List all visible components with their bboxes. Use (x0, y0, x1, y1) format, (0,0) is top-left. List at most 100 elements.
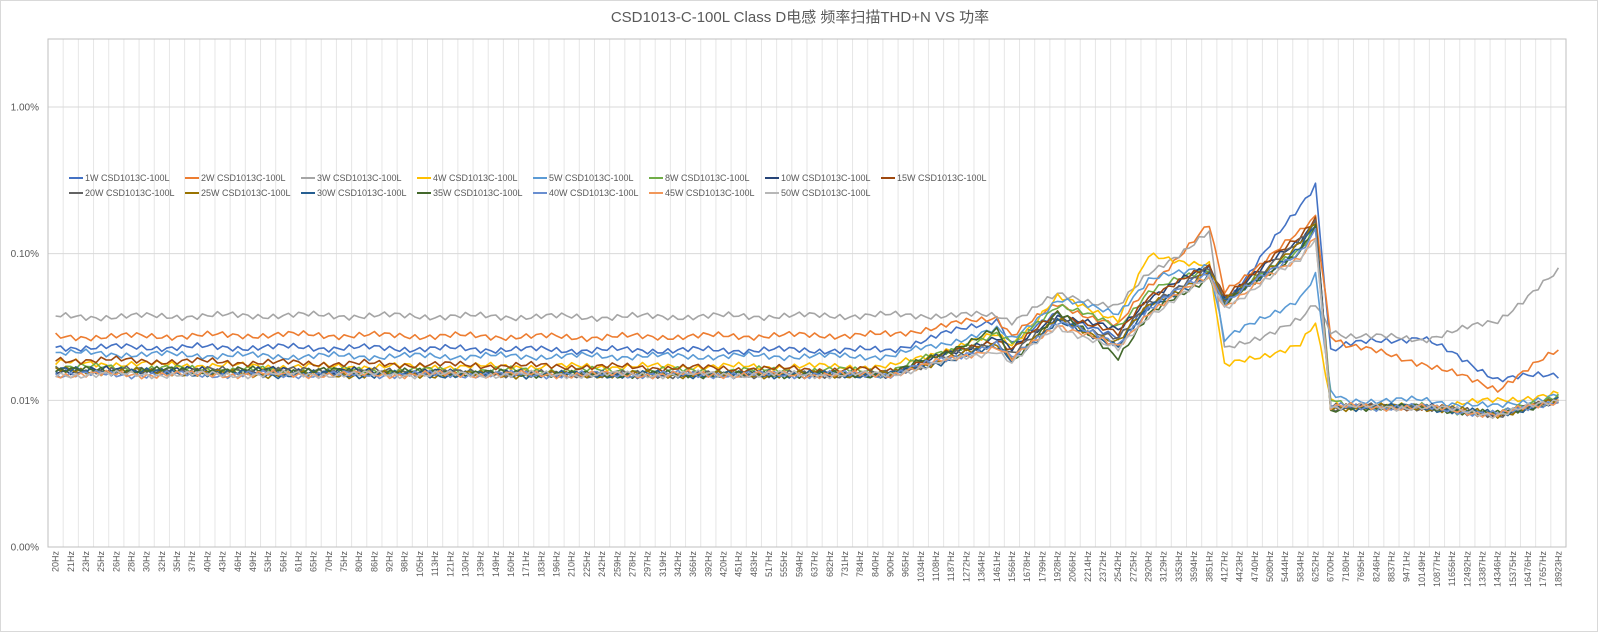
x-tick-label: 9471Hz (1402, 551, 1412, 583)
x-tick-label: 297Hz (643, 551, 653, 578)
x-tick-label: 11656Hz (1447, 551, 1457, 587)
x-tick-label: 6252Hz (1311, 551, 1321, 583)
x-tick-label: 12492Hz (1462, 551, 1472, 588)
legend-label: 40W CSD1013C-100L (549, 188, 639, 198)
series-line (55, 252, 1559, 412)
chart-title: CSD1013-C-100L Class D电感 频率扫描THD+N VS 功率 (611, 9, 989, 26)
y-tick-label: 0.00% (11, 543, 39, 554)
legend-item: 50W CSD1013C-100L (765, 188, 871, 198)
x-tick-label: 4740Hz (1250, 551, 1260, 583)
x-tick-label: 451Hz (734, 551, 744, 578)
x-tick-label: 1928Hz (1052, 551, 1062, 583)
x-tick-label: 5834Hz (1295, 551, 1305, 583)
x-tick-label: 80Hz (354, 551, 364, 573)
legend-label: 3W CSD1013C-100L (317, 173, 402, 183)
x-tick-label: 278Hz (627, 551, 637, 578)
legend-label: 50W CSD1013C-100L (781, 188, 871, 198)
x-tick-label: 32Hz (157, 551, 167, 573)
series-line (55, 238, 1559, 420)
series-line (55, 264, 1559, 409)
legend: 1W CSD1013C-100L 2W CSD1013C-100L 3W CSD10… (69, 173, 987, 198)
x-tick-label: 965Hz (901, 551, 911, 578)
series-line (55, 182, 1559, 383)
legend-item: 1W CSD1013C-100L (69, 173, 170, 183)
x-tick-label: 1364Hz (977, 551, 987, 583)
legend-label: 45W CSD1013C-100L (665, 188, 755, 198)
legend-item: 45W CSD1013C-100L (649, 188, 755, 198)
x-tick-label: 92Hz (385, 551, 395, 573)
x-tick-label: 46Hz (233, 551, 243, 573)
x-tick-label: 225Hz (582, 551, 592, 578)
x-tick-label: 8246Hz (1371, 551, 1381, 583)
y-tick-label: 1.00% (11, 103, 39, 114)
x-tick-label: 105Hz (415, 551, 425, 578)
x-tick-label: 840Hz (870, 551, 880, 578)
x-tick-label: 342Hz (673, 551, 683, 578)
x-tick-label: 594Hz (794, 551, 804, 578)
x-tick-label: 2214Hz (1083, 551, 1093, 583)
x-tick-label: 637Hz (810, 551, 820, 578)
x-tick-label: 139Hz (476, 551, 486, 578)
x-tick-label: 517Hz (764, 551, 774, 578)
x-tick-label: 900Hz (885, 551, 895, 578)
x-tick-label: 1272Hz (961, 551, 971, 583)
legend-label: 1W CSD1013C-100L (85, 173, 170, 183)
x-tick-label: 14346Hz (1493, 551, 1503, 588)
x-tick-label: 61Hz (293, 551, 303, 573)
series-line (55, 237, 1559, 418)
x-tick-label: 16476Hz (1523, 551, 1533, 588)
x-tick-label: 37Hz (187, 551, 197, 573)
x-tick-label: 731Hz (840, 551, 850, 578)
x-tick-label: 65Hz (309, 551, 319, 573)
y-axis-ticks: 0.00% 0.01% 0.10% 1.00% (11, 103, 39, 554)
x-tick-label: 366Hz (688, 551, 698, 578)
plot-frame (47, 38, 1567, 548)
series-line (55, 230, 1560, 349)
x-tick-label: 26Hz (111, 551, 121, 573)
x-tick-label: 3129Hz (1159, 551, 1169, 583)
x-tick-label: 1461Hz (992, 551, 1002, 583)
x-tick-label: 196Hz (552, 551, 562, 578)
y-tick-label: 0.10% (11, 249, 39, 260)
x-tick-label: 555Hz (779, 551, 789, 578)
x-tick-label: 1034Hz (916, 551, 926, 583)
x-tick-label: 2920Hz (1144, 551, 1154, 583)
x-tick-label: 40Hz (202, 551, 212, 573)
x-tick-label: 682Hz (825, 551, 835, 578)
x-tick-label: 35Hz (172, 551, 182, 573)
x-tick-label: 784Hz (855, 551, 865, 578)
legend-label: 2W CSD1013C-100L (201, 173, 286, 183)
x-tick-label: 1566Hz (1007, 551, 1017, 583)
x-tick-label: 1799Hz (1037, 551, 1047, 583)
x-tick-label: 30Hz (142, 551, 152, 573)
x-tick-label: 2725Hz (1128, 551, 1138, 583)
x-tick-label: 2542Hz (1113, 551, 1123, 583)
x-tick-label: 53Hz (263, 551, 273, 573)
legend-label: 15W CSD1013C-100L (897, 173, 987, 183)
x-tick-label: 10877Hz (1432, 551, 1442, 588)
x-tick-label: 113Hz (430, 551, 440, 577)
x-tick-label: 5080Hz (1265, 551, 1275, 583)
x-tick-label: 4423Hz (1235, 551, 1245, 583)
legend-label: 20W CSD1013C-100L (85, 188, 175, 198)
legend-item: 35W CSD1013C-100L (417, 188, 523, 198)
series-line (55, 214, 1559, 393)
x-tick-label: 56Hz (278, 551, 288, 573)
x-tick-label: 3594Hz (1189, 551, 1199, 583)
x-tick-label: 1678Hz (1022, 551, 1032, 583)
legend-item: 2W CSD1013C-100L (185, 173, 286, 183)
legend-label: 8W CSD1013C-100L (665, 173, 750, 183)
x-tick-label: 7180Hz (1341, 551, 1351, 583)
x-tick-label: 28Hz (126, 551, 136, 573)
x-tick-label: 6700Hz (1326, 551, 1336, 583)
x-tick-label: 10149Hz (1417, 551, 1427, 588)
legend-item: 25W CSD1013C-100L (185, 188, 291, 198)
x-tick-label: 483Hz (749, 551, 759, 578)
legend-item: 5W CSD1013C-100L (533, 173, 634, 183)
x-tick-label: 25Hz (96, 551, 106, 573)
x-tick-label: 75Hz (339, 551, 349, 573)
series-layer (55, 182, 1560, 420)
x-tick-label: 23Hz (81, 551, 91, 573)
